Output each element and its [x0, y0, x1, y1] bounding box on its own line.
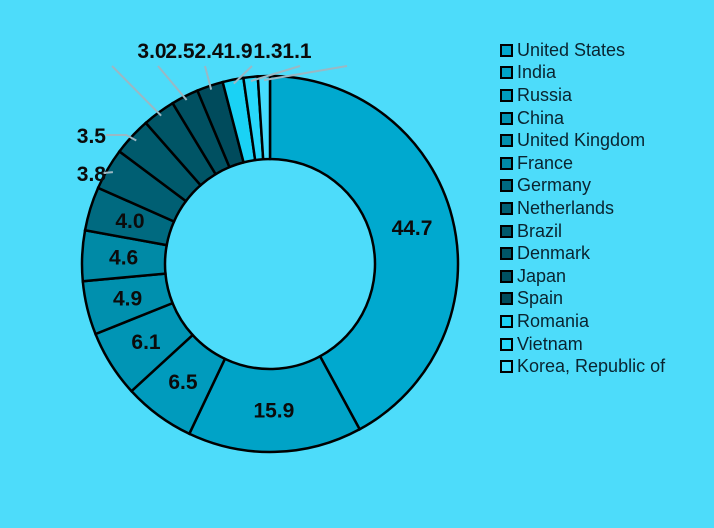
- legend-label: France: [517, 152, 574, 173]
- legend-item-united-states: United States: [500, 39, 665, 62]
- data-label-germany: 4.0: [115, 210, 144, 233]
- legend-label: Romania: [517, 310, 590, 331]
- legend-swatch: [500, 247, 513, 261]
- leader-line-japan: [157, 65, 188, 101]
- data-label-netherlands: 3.8: [77, 163, 107, 186]
- slice-korea-republic-of[interactable]: [256, 74, 272, 161]
- legend-label: Japan: [517, 265, 567, 286]
- data-label-united-kingdom: 4.9: [113, 287, 142, 310]
- legend-item-united-kingdom: United Kingdom: [500, 129, 665, 152]
- legend-swatch: [500, 269, 513, 283]
- data-label-japan: 2.5: [165, 40, 195, 63]
- leader-line-denmark: [111, 65, 162, 117]
- data-label-india: 15.9: [253, 399, 294, 422]
- legend-label: Korea, Republic of: [517, 356, 666, 377]
- leader-line-spain: [204, 65, 213, 90]
- legend-swatch: [500, 88, 513, 102]
- legend-item-korea-republic-of: Korea, Republic of: [500, 355, 665, 378]
- legend-swatch: [500, 337, 513, 351]
- legend-item-japan: Japan: [500, 265, 665, 288]
- data-label-spain: 2.4: [194, 40, 224, 63]
- legend-label: Spain: [517, 288, 564, 309]
- legend-swatch: [500, 179, 513, 193]
- legend-swatch: [500, 134, 513, 148]
- legend-item-spain: Spain: [500, 288, 665, 311]
- leader-line-netherlands: [102, 171, 114, 174]
- legend-item-china: China: [500, 107, 665, 130]
- data-label-brazil: 3.5: [77, 125, 107, 148]
- legend-label: Vietnam: [517, 333, 583, 354]
- legend-label: China: [517, 107, 565, 128]
- legend-label: India: [517, 62, 557, 83]
- legend-item-russia: Russia: [500, 84, 665, 107]
- data-labels: 44.715.96.56.14.94.64.03.83.53.02.5 2.4 1.…: [77, 40, 433, 422]
- legend-item-netherlands: Netherlands: [500, 197, 665, 220]
- legend-item-india: India: [500, 62, 665, 85]
- legend-label: United Kingdom: [517, 130, 646, 151]
- legend-swatch: [500, 292, 513, 306]
- donut-slices: [80, 74, 460, 454]
- legend-label: Germany: [517, 175, 592, 196]
- leader-line-korea-republic-of: [263, 65, 348, 82]
- legend-swatch: [500, 360, 513, 374]
- data-label-china: 6.1: [131, 331, 161, 354]
- leader-lines: [102, 65, 348, 174]
- legend-swatch: [500, 224, 513, 238]
- legend-item-france: France: [500, 152, 665, 175]
- leader-line-vietnam: [250, 65, 301, 82]
- leader-line-romania: [233, 65, 253, 85]
- data-label-france: 4.6: [109, 247, 138, 270]
- legend-swatch: [500, 111, 513, 125]
- legend-swatch: [500, 314, 513, 328]
- data-label-romania: 1.9: [223, 40, 252, 63]
- slice-united-states[interactable]: [268, 74, 460, 431]
- legend-item-germany: Germany: [500, 175, 665, 198]
- legend-label: United States: [517, 39, 626, 60]
- data-label-vietnam: 1.3: [253, 40, 282, 63]
- legend-label: Denmark: [517, 243, 591, 264]
- legend-swatch: [500, 43, 513, 57]
- legend-label: Brazil: [517, 220, 563, 241]
- legend-swatch: [500, 66, 513, 80]
- legend-item-denmark: Denmark: [500, 242, 665, 265]
- legend-swatch: [500, 201, 513, 215]
- legend-item-vietnam: Vietnam: [500, 333, 665, 356]
- legend-item-romania: Romania: [500, 310, 665, 333]
- data-label-russia: 6.5: [168, 371, 198, 394]
- legend-label: Netherlands: [517, 197, 615, 218]
- legend-label: Russia: [517, 84, 573, 105]
- data-label-korea-republic-of: 1.1: [282, 40, 312, 63]
- legend-swatch: [500, 156, 513, 170]
- data-label-denmark: 3.0: [137, 40, 166, 63]
- legend-item-brazil: Brazil: [500, 220, 665, 243]
- data-label-united-states: 44.7: [392, 217, 433, 240]
- chart-legend: United States India Russia China United King…: [500, 39, 665, 378]
- leader-line-brazil: [106, 134, 137, 142]
